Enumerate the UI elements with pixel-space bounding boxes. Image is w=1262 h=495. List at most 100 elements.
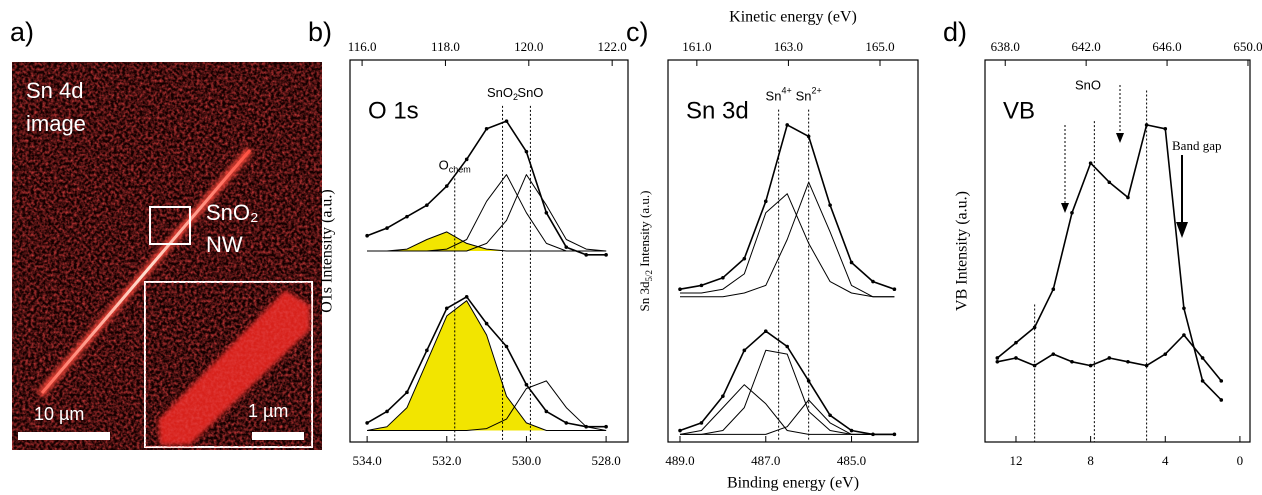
data-point — [564, 421, 569, 425]
y-axis-title: O1s Intensity (a.u.) — [319, 189, 336, 313]
y-axis-title: VB Intensity (a.u.) — [954, 191, 971, 311]
x-tick-label: 0 — [1237, 453, 1244, 468]
data-point — [1107, 180, 1112, 185]
x2-tick-label: 638.0 — [991, 39, 1020, 54]
annotation-text: Sn — [796, 89, 812, 104]
x-tick-label: 12 — [1009, 453, 1022, 468]
curve — [680, 349, 895, 435]
panel-d-arrows: SnO Band gap — [1061, 77, 1221, 238]
panel-label: d) — [943, 17, 967, 47]
x2-tick-label: 161.0 — [682, 39, 711, 54]
annotation: Sn4+ — [766, 86, 792, 104]
data-point — [524, 149, 529, 154]
scale-bar — [18, 432, 110, 440]
scale-bar-label: 10 µm — [34, 404, 84, 424]
data-point — [444, 306, 449, 311]
curve — [367, 174, 607, 252]
data-point — [1032, 325, 1037, 330]
x2-tick-label: 163.0 — [774, 39, 803, 54]
x2-tick-label: 120.0 — [514, 39, 543, 54]
panel-title: VB — [1003, 97, 1035, 124]
data-point — [1126, 359, 1130, 364]
data-point — [871, 279, 875, 284]
data-point — [425, 348, 429, 353]
image-title: image — [26, 111, 86, 136]
area — [367, 300, 607, 431]
curve — [680, 193, 895, 298]
annotation-text: O — [439, 158, 449, 173]
data-point — [365, 233, 369, 238]
roi-label: SnO₂ — [206, 200, 259, 225]
x2-tick-label: 642.0 — [1072, 39, 1101, 54]
x-tick-label: 487.0 — [751, 453, 780, 468]
data-point — [405, 390, 409, 395]
x2-tick-label: 646.0 — [1152, 39, 1181, 54]
annotation: SnO2 — [487, 85, 518, 102]
data-point — [584, 253, 588, 257]
data-point — [1163, 352, 1168, 356]
x-tick-label: 532.0 — [432, 453, 461, 468]
plot-frame — [984, 59, 1251, 443]
x-tick-label: 534.0 — [353, 453, 382, 468]
x2-tick-label: 116.0 — [348, 39, 377, 54]
data-point — [1051, 352, 1056, 356]
data-point — [524, 382, 529, 387]
data-point — [849, 428, 854, 433]
data-point — [1088, 161, 1093, 165]
x2-tick-label: 122.0 — [598, 39, 627, 54]
x2-tick-label: 118.0 — [431, 39, 460, 54]
data-point — [464, 295, 469, 299]
data-point — [806, 379, 811, 383]
data-point — [742, 256, 747, 261]
x-tick-label: 489.0 — [665, 453, 694, 468]
data-point — [892, 432, 897, 437]
annotation-text: SnO — [517, 85, 543, 100]
data-point — [785, 344, 790, 349]
data-point — [544, 409, 549, 414]
x-tick-label: 528.0 — [591, 453, 620, 468]
data-point — [763, 329, 768, 334]
data-point — [1200, 379, 1205, 383]
data-point — [678, 428, 682, 433]
data-point — [1182, 306, 1186, 311]
data-point — [1107, 356, 1112, 360]
data-point — [1144, 363, 1149, 368]
nanowire — [40, 149, 252, 394]
data-point — [785, 123, 790, 127]
data-point — [405, 214, 409, 219]
data-point — [425, 203, 429, 207]
x-tick-label: 530.0 — [512, 453, 541, 468]
data-point — [1219, 398, 1224, 402]
data-point — [1070, 211, 1074, 215]
data-point — [849, 260, 854, 265]
annotation: SnO — [1075, 77, 1101, 92]
data-point — [995, 356, 1000, 360]
annotation-sub: chem — [449, 165, 471, 175]
data-point — [1088, 363, 1093, 368]
panel-title: Sn 3d — [686, 97, 749, 124]
data-point — [828, 413, 832, 418]
annotation-text: Sn — [766, 89, 782, 104]
roi-label: NW — [206, 232, 243, 257]
image-panel: a) Sn 4d image SnO₂ NW 10 µm 1 µm — [10, 17, 322, 450]
curve — [680, 399, 895, 435]
plot-frame — [349, 59, 629, 443]
annotation: SnO — [517, 85, 543, 100]
panel-label: b) — [308, 17, 332, 47]
panel-label: a) — [10, 17, 34, 47]
area — [367, 231, 607, 251]
curve — [680, 181, 895, 298]
inset-scale-bar — [252, 432, 304, 440]
data-point — [385, 226, 389, 230]
annotation-sub: 2 — [513, 92, 518, 102]
x-tick-label: 485.0 — [837, 453, 866, 468]
arrow-head — [1176, 222, 1188, 238]
data-point — [721, 275, 725, 280]
curve — [367, 380, 607, 431]
annotation: Band gap — [1172, 138, 1221, 153]
curve — [367, 174, 607, 252]
data-point — [1200, 356, 1205, 360]
arrow-head — [1061, 203, 1069, 213]
data-point — [504, 344, 509, 349]
